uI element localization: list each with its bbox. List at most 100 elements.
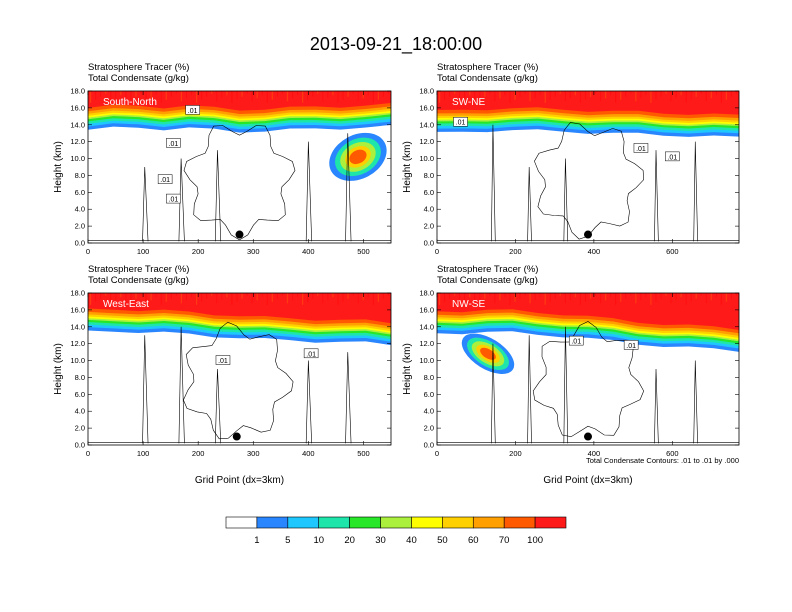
contour-label: .01 xyxy=(665,151,680,161)
panel-subtitle-tracer: Stratosphere Tracer (%) xyxy=(437,264,538,275)
colorbar-label: 60 xyxy=(468,535,479,546)
y-tick-label: 14.0 xyxy=(70,322,85,331)
panel-subtitle-tracer: Stratosphere Tracer (%) xyxy=(88,264,189,275)
x-tick-label: 0 xyxy=(435,247,439,256)
tracer-plume-4 xyxy=(349,149,367,165)
condensate-tower xyxy=(345,133,352,242)
y-tick-label: 14.0 xyxy=(70,120,85,129)
contour-label-text: .01 xyxy=(169,197,179,204)
colorbar-label: 100 xyxy=(527,535,543,546)
figure-title: 2013-09-21_18:00:00 xyxy=(310,34,482,55)
tracer-plume-4 xyxy=(480,347,496,360)
panel-label: West-East xyxy=(103,299,149,310)
contour-label: .01 xyxy=(166,193,181,204)
x-tick-label: 200 xyxy=(192,247,205,256)
y-tick-label: 16.0 xyxy=(419,103,434,112)
colorbar-swatch xyxy=(411,516,443,529)
y-tick-label: 6.0 xyxy=(75,188,85,197)
colorbar-label: 30 xyxy=(375,535,386,546)
x-tick-label: 400 xyxy=(302,247,315,256)
contour-label-box xyxy=(568,335,584,346)
contour-label-box xyxy=(215,355,231,365)
x-tick-label: 600 xyxy=(666,449,679,458)
panel-subtitle-condensate: Total Condensate (g/kg) xyxy=(437,275,538,286)
panel-south-north: Stratosphere Tracer (%)Total Condensate … xyxy=(53,62,392,256)
contour-label-text: .01 xyxy=(571,339,581,346)
panel-field: .01 .01 xyxy=(437,293,739,445)
location-marker xyxy=(584,432,592,441)
y-tick-label: 4.0 xyxy=(75,205,85,214)
contour-label: .01 xyxy=(633,143,649,153)
x-tick-label: 100 xyxy=(137,247,150,256)
y-tick-label: 2.0 xyxy=(75,222,85,231)
y-tick-label: 2.0 xyxy=(424,222,434,231)
y-tick-label: 14.0 xyxy=(419,120,434,129)
x-tick-label: 600 xyxy=(666,247,679,256)
contour-label-text: .01 xyxy=(169,141,179,148)
condensate-tower xyxy=(214,368,222,444)
contour-label-box xyxy=(623,340,639,350)
condensate-tower xyxy=(305,360,312,444)
y-tick-label: 12.0 xyxy=(70,137,85,146)
condensate-tower xyxy=(214,150,222,242)
panel-field: .01 .01 .01 xyxy=(437,91,739,243)
y-tick-label: 12.0 xyxy=(419,137,434,146)
tracer-band-9 xyxy=(437,91,739,115)
panel-field: .01 .01 .01 .01 xyxy=(88,91,391,243)
colorbar-swatch xyxy=(287,516,320,529)
y-axis-label: Height (km) xyxy=(402,343,413,395)
condensate-tower xyxy=(654,368,659,444)
condensate-tower xyxy=(178,158,185,242)
contour-label-box xyxy=(453,116,468,127)
y-tick-label: 0.0 xyxy=(424,239,434,248)
y-tick-label: 18.0 xyxy=(419,289,434,298)
colorbar-swatch xyxy=(256,516,289,529)
y-tick-label: 16.0 xyxy=(419,305,434,314)
condensate-contour xyxy=(183,125,296,241)
condensate-tower xyxy=(305,141,312,242)
contour-label: .01 xyxy=(185,105,200,115)
contour-label: .01 xyxy=(166,138,181,148)
y-tick-label: 6.0 xyxy=(424,390,434,399)
colorbar-swatch xyxy=(472,516,505,529)
panel-subtitle-tracer: Stratosphere Tracer (%) xyxy=(88,62,189,73)
condensate-tower xyxy=(178,326,185,444)
x-tick-label: 500 xyxy=(357,247,370,256)
y-tick-label: 18.0 xyxy=(419,87,434,96)
contour-label-box xyxy=(185,105,200,115)
y-tick-label: 8.0 xyxy=(75,171,85,180)
x-tick-label: 200 xyxy=(509,449,522,458)
panel-subtitle-condensate: Total Condensate (g/kg) xyxy=(88,275,189,286)
contour-label-text: .01 xyxy=(626,343,636,350)
contour-label: .01 xyxy=(215,355,231,365)
panel-subtitle-tracer: Stratosphere Tracer (%) xyxy=(437,62,538,73)
condensate-tower xyxy=(491,124,496,242)
condensate-tower xyxy=(345,352,352,444)
y-tick-label: 10.0 xyxy=(419,356,434,365)
y-tick-label: 6.0 xyxy=(75,390,85,399)
y-tick-label: 16.0 xyxy=(70,103,85,112)
x-tick-label: 0 xyxy=(435,449,439,458)
condensate-tower xyxy=(527,335,532,444)
colorbar-swatch xyxy=(503,516,536,529)
colorbar-swatch xyxy=(349,516,381,529)
y-tick-label: 8.0 xyxy=(424,171,434,180)
tracer-band-9 xyxy=(88,293,391,324)
x-tick-label: 200 xyxy=(509,247,522,256)
condensate-tower xyxy=(693,141,698,242)
panel-subtitle-condensate: Total Condensate (g/kg) xyxy=(88,73,189,84)
colorbar-swatch xyxy=(534,516,567,529)
y-tick-label: 0.0 xyxy=(75,239,85,248)
plot-frame xyxy=(436,292,740,446)
y-tick-label: 4.0 xyxy=(75,407,85,416)
plot-frame xyxy=(436,90,740,244)
y-tick-label: 4.0 xyxy=(424,407,434,416)
panel-label: SW-NE xyxy=(452,97,485,108)
x-axis-label: Grid Point (dx=3km) xyxy=(195,475,284,486)
colorbar: 1 5 10 20 30 40 50 60 70 100 xyxy=(225,516,567,546)
location-marker xyxy=(232,432,241,441)
y-tick-label: 18.0 xyxy=(70,87,85,96)
x-tick-label: 400 xyxy=(302,449,315,458)
tracer-band-9 xyxy=(88,91,391,111)
